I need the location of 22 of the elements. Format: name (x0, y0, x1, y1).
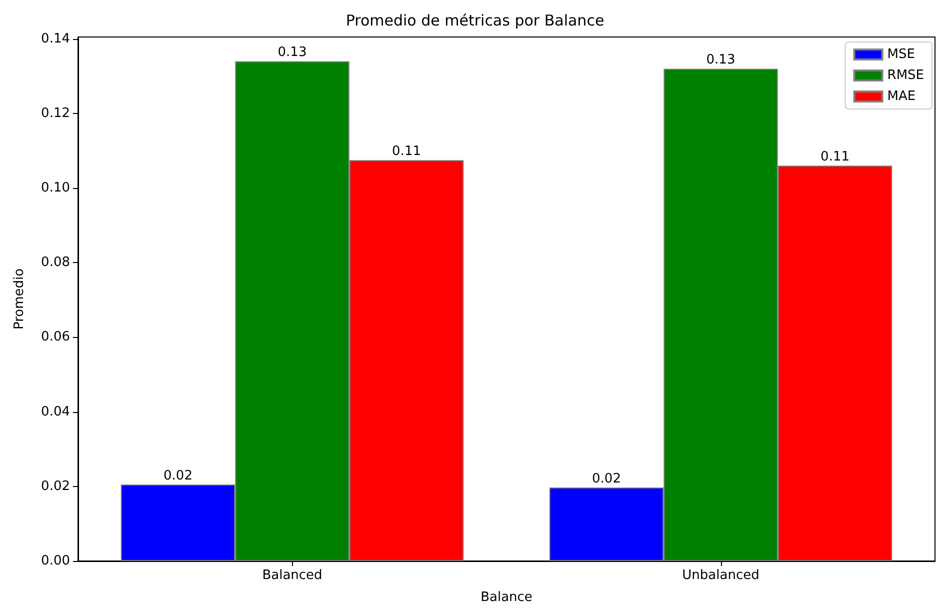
y-tick-label: 0.12 (41, 106, 70, 121)
y-tick-label: 0.14 (41, 31, 70, 46)
chart-title: Promedio de métricas por Balance (346, 12, 604, 30)
legend-label: RMSE (887, 68, 924, 83)
y-tick-label: 0.04 (41, 404, 70, 420)
y-axis-title: Promedio (12, 268, 27, 330)
data-label: 0.02 (592, 472, 621, 487)
y-tick-label: 0.06 (41, 330, 70, 345)
legend-label: MSE (887, 47, 915, 62)
data-label: 0.13 (278, 45, 307, 60)
data-label: 0.13 (706, 52, 736, 68)
data-label: 0.11 (392, 144, 421, 160)
x-axis-title: Balance (480, 590, 532, 605)
y-tick-label: 0.00 (41, 554, 70, 568)
x-tick-label: Unbalanced (682, 568, 760, 583)
data-label: 0.11 (820, 150, 850, 165)
x-tick-label: Balanced (262, 568, 322, 583)
legend-label: MAE (887, 89, 916, 104)
y-tick-label: 0.10 (41, 180, 70, 196)
y-tick-label: 0.02 (41, 478, 70, 494)
y-tick-label: 0.08 (41, 255, 70, 270)
data-label: 0.02 (164, 468, 192, 484)
